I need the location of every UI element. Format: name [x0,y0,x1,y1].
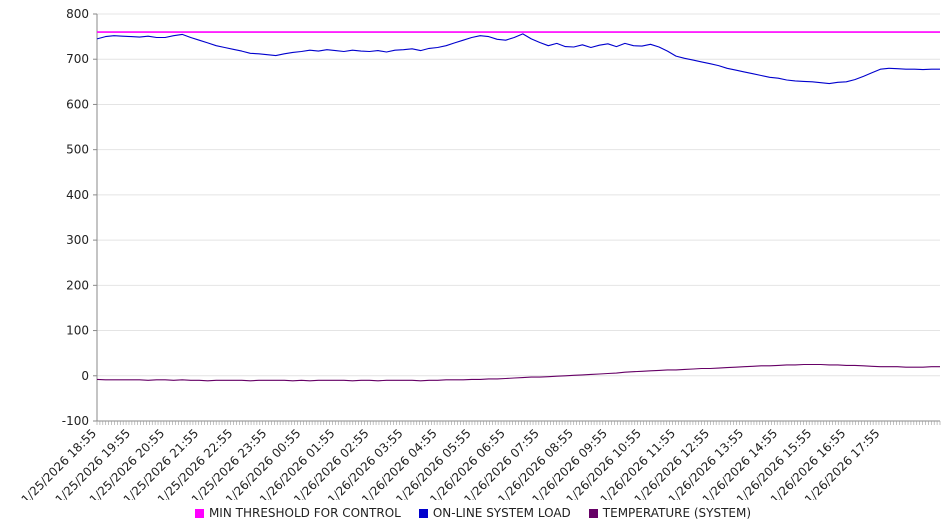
y-tick-label: 600 [66,97,89,111]
legend-label-temperature: TEMPERATURE (SYSTEM) [602,506,752,520]
chart-legend: MIN THRESHOLD FOR CONTROL ON-LINE SYSTEM… [0,500,946,526]
y-tick-label: -100 [62,414,89,428]
y-tick-label: 200 [66,278,89,292]
legend-label-min-threshold: MIN THRESHOLD FOR CONTROL [208,506,401,520]
y-tick-label: 700 [66,52,89,66]
y-tick-label: 800 [66,7,89,21]
series-line-1 [96,33,940,85]
legend-item-temperature[interactable]: TEMPERATURE (SYSTEM) [588,506,752,520]
legend-swatch-temperature [588,508,598,518]
y-tick-label: 500 [66,143,89,157]
legend-swatch-min-threshold [194,508,204,518]
y-tick-label: 400 [66,188,89,202]
y-tick-label: 0 [81,369,89,383]
legend-label-system-load: ON-LINE SYSTEM LOAD [432,506,571,520]
y-tick-label: 100 [66,324,89,338]
y-tick-label: 300 [66,233,89,247]
legend-swatch-system-load [418,508,428,518]
legend-item-min-threshold[interactable]: MIN THRESHOLD FOR CONTROL [194,506,401,520]
legend-item-system-load[interactable]: ON-LINE SYSTEM LOAD [418,506,571,520]
series-line-2 [96,363,940,382]
